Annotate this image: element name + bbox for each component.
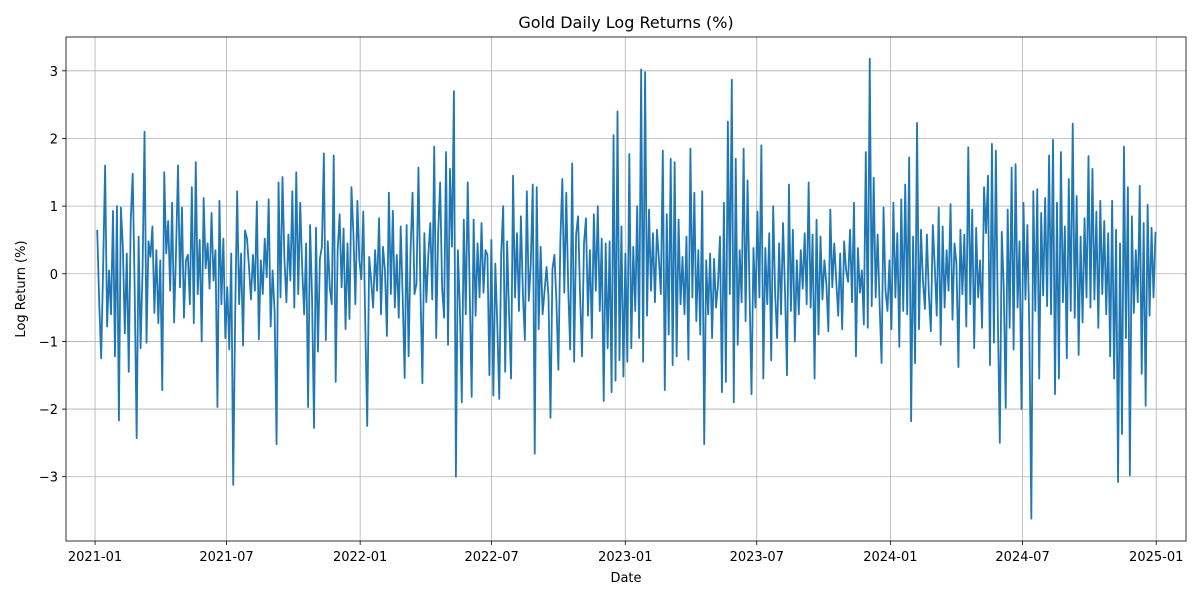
chart-title: Gold Daily Log Returns (%) <box>518 13 733 32</box>
y-tick-label: 2 <box>50 132 58 147</box>
x-tick-label: 2022-01 <box>333 550 387 565</box>
y-tick-label: 1 <box>50 200 58 215</box>
series-line <box>96 57 1157 520</box>
x-tick-label: 2023-01 <box>598 550 652 565</box>
y-tick-label: 0 <box>50 268 58 283</box>
x-tick-label: 2024-01 <box>863 550 917 565</box>
y-tick-label: −2 <box>39 403 58 418</box>
x-axis: 2021-01 2021-07 2022-01 2022-07 2023-01 2023-… <box>68 541 1183 565</box>
x-axis-label: Date <box>610 571 641 586</box>
axes-frame <box>65 36 1187 542</box>
x-tick-label: 2022-07 <box>464 550 518 565</box>
x-tick-label: 2025-01 <box>1129 550 1183 565</box>
x-tick-label: 2021-01 <box>68 550 122 565</box>
x-tick-label: 2021-07 <box>199 550 253 565</box>
y-axis: −3 −2 −1 0 1 2 3 <box>39 65 66 486</box>
y-tick-label: −3 <box>39 471 58 486</box>
series-layer <box>96 57 1157 520</box>
y-axis-label: Log Return (%) <box>14 240 29 337</box>
y-tick-label: −1 <box>39 335 58 350</box>
x-tick-label: 2024-07 <box>995 550 1049 565</box>
x-tick-label: 2023-07 <box>730 550 784 565</box>
y-tick-label: 3 <box>50 65 58 80</box>
